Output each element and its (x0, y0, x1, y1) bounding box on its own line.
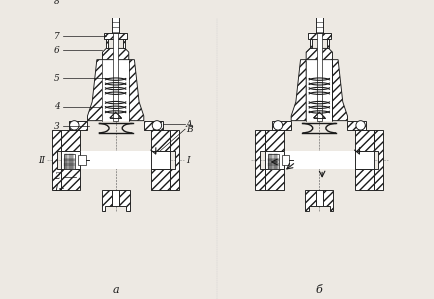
Polygon shape (327, 39, 329, 48)
Polygon shape (61, 130, 80, 151)
Bar (112, 7, 119, 33)
Bar (316, 190, 323, 206)
Bar (102, 60, 129, 121)
Bar (64, 153, 75, 169)
Text: 3: 3 (53, 122, 59, 131)
Bar (80, 151, 151, 170)
Text: II: II (38, 155, 45, 164)
Bar (308, 33, 331, 39)
Polygon shape (306, 48, 332, 60)
Polygon shape (305, 190, 316, 211)
Polygon shape (256, 130, 265, 190)
Polygon shape (102, 190, 112, 211)
Polygon shape (110, 112, 121, 118)
Text: 6: 6 (53, 46, 59, 55)
Bar (113, 7, 118, 121)
Polygon shape (102, 48, 129, 60)
Polygon shape (355, 130, 374, 151)
Text: В: В (186, 125, 193, 134)
Bar (61, 151, 80, 170)
Text: 4: 4 (53, 102, 59, 111)
Text: 5: 5 (53, 74, 59, 83)
Text: I: I (186, 155, 190, 164)
Circle shape (273, 121, 283, 130)
Text: А: А (186, 120, 193, 129)
Polygon shape (348, 121, 366, 130)
Bar (306, 60, 332, 121)
Polygon shape (61, 170, 80, 190)
Bar (282, 155, 289, 165)
Bar (151, 151, 170, 170)
Text: 2: 2 (53, 173, 59, 181)
Bar (313, 0, 326, 7)
Polygon shape (52, 130, 61, 190)
Polygon shape (265, 130, 284, 151)
Polygon shape (314, 112, 325, 118)
Polygon shape (291, 60, 306, 121)
Bar (355, 151, 374, 170)
Bar (109, 0, 122, 7)
Polygon shape (170, 130, 179, 190)
Circle shape (152, 121, 161, 130)
Circle shape (69, 121, 79, 130)
Polygon shape (129, 60, 144, 121)
Text: а: а (112, 285, 119, 295)
Polygon shape (323, 190, 333, 211)
Bar (317, 7, 322, 121)
Polygon shape (310, 39, 312, 48)
Text: 7: 7 (53, 32, 59, 41)
Bar (284, 151, 355, 170)
Polygon shape (332, 60, 348, 121)
Bar (78, 155, 85, 165)
Polygon shape (119, 190, 130, 211)
Text: 1: 1 (53, 184, 59, 193)
Polygon shape (69, 121, 88, 130)
Circle shape (356, 121, 365, 130)
Polygon shape (265, 170, 284, 190)
Bar (265, 151, 284, 170)
Polygon shape (144, 121, 163, 130)
Polygon shape (88, 60, 102, 121)
Polygon shape (374, 130, 383, 190)
Polygon shape (106, 39, 108, 48)
Polygon shape (151, 170, 170, 190)
Polygon shape (151, 130, 170, 151)
Bar (104, 33, 127, 39)
Bar (316, 7, 323, 33)
Text: б: б (316, 285, 323, 295)
Text: 8: 8 (53, 0, 59, 6)
Polygon shape (355, 170, 374, 190)
Bar (268, 153, 279, 169)
Bar (112, 190, 119, 206)
Polygon shape (123, 39, 125, 48)
Polygon shape (273, 121, 291, 130)
